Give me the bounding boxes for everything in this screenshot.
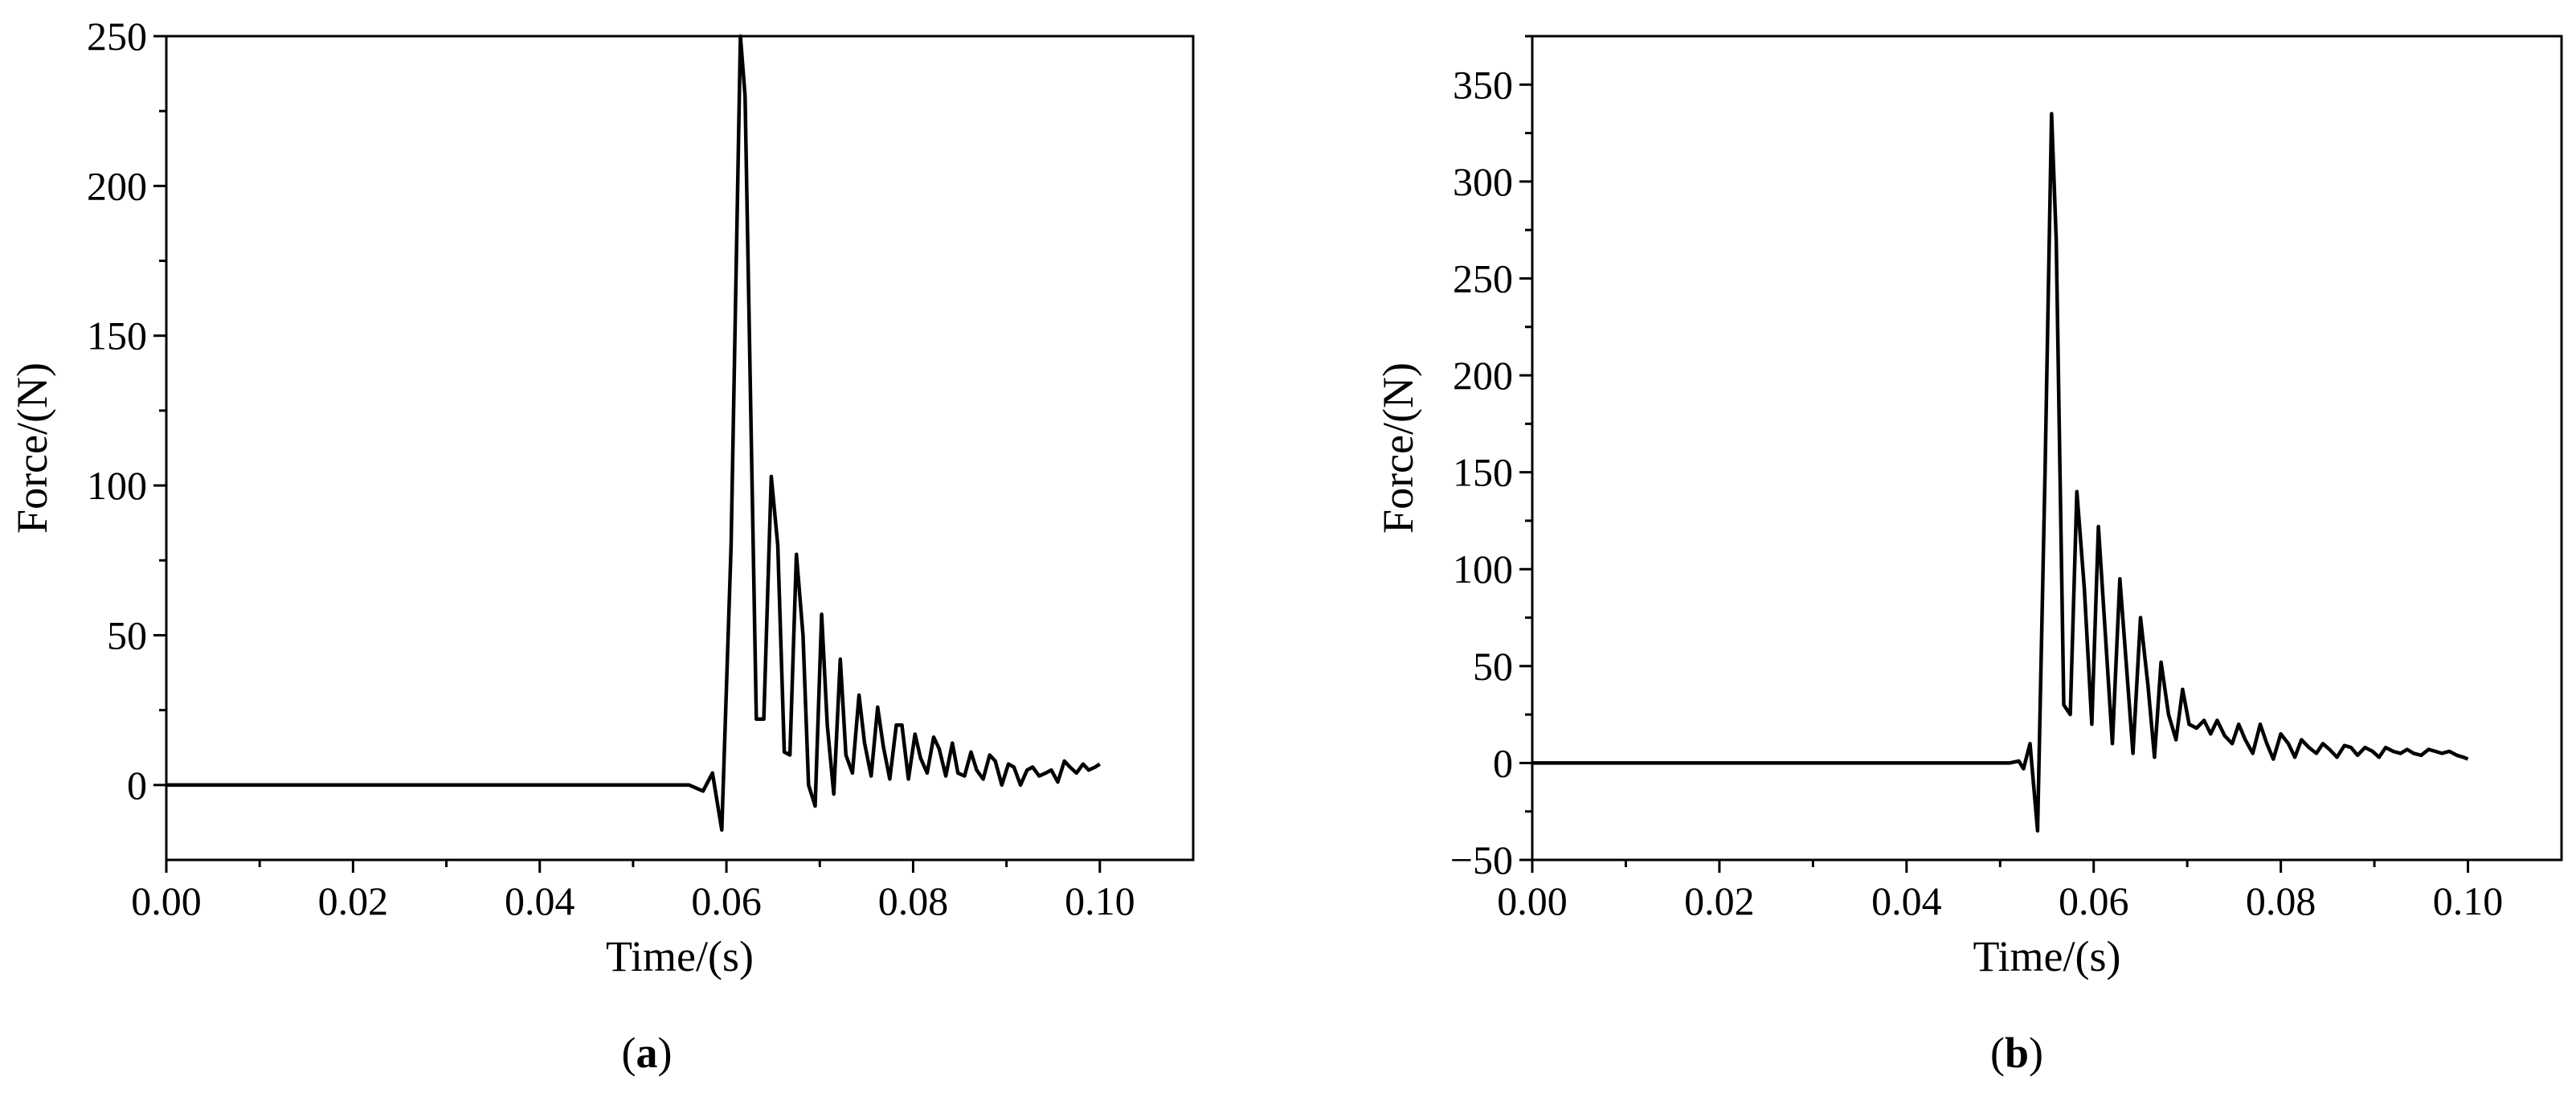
chart-a-y-tick-label: 250 <box>87 14 147 59</box>
chart-panel-b: 0.00 0.02 0.04 0.06 0.08 0.10 −50 0 50 100 150 200 2… <box>1374 35 2563 1077</box>
chart-b-plot-frame <box>1531 35 2563 862</box>
chart-a-y-tick-label: 100 <box>87 463 147 508</box>
chart-b-y-tick-label: 300 <box>1453 159 1513 204</box>
chart-b-y-tick-label: 250 <box>1453 256 1513 301</box>
chart-a-y-tick-label: 50 <box>107 612 147 657</box>
chart-b-y-tick-label: 100 <box>1453 546 1513 591</box>
chart-b-y-tick-label: 350 <box>1453 62 1513 107</box>
chart-b-x-tick-label: 0.02 <box>1684 878 1755 923</box>
chart-b-y-tick-label: 50 <box>1473 644 1513 689</box>
chart-a-panel-label: (a) <box>622 1029 673 1077</box>
chart-b-x-tick-label: 0.00 <box>1497 878 1568 923</box>
chart-a-x-tick-label: 0.10 <box>1065 878 1135 923</box>
chart-a-y-tick-label: 150 <box>87 313 147 358</box>
chart-b-y-axis-title: Force/(N) <box>1374 362 1422 534</box>
chart-b-y-tick-label: −50 <box>1450 837 1513 882</box>
chart-b-x-axis-title: Time/(s) <box>1973 932 2120 980</box>
chart-a-y-axis-title: Force/(N) <box>8 362 56 534</box>
chart-a-x-axis-title: Time/(s) <box>606 932 754 980</box>
chart-a-x-tick-label: 0.00 <box>131 878 202 923</box>
chart-panel-a: 0.00 0.02 0.04 0.06 0.08 0.10 0 50 100 150 200 250 T… <box>8 14 1195 1077</box>
chart-a-plot-frame <box>165 35 1195 862</box>
chart-a-series-line <box>166 34 1102 832</box>
chart-b-series-line <box>1532 112 2469 833</box>
chart-b-y-tick-label: 0 <box>1493 740 1513 785</box>
chart-a-y-tick-label: 200 <box>87 163 147 208</box>
chart-a-y-tick-label: 0 <box>127 763 147 808</box>
chart-b-x-tick-label: 0.06 <box>2059 878 2129 923</box>
chart-a-x-tick-label: 0.02 <box>318 878 389 923</box>
chart-a-x-tick-label: 0.04 <box>505 878 575 923</box>
chart-b-y-tick-label: 200 <box>1453 353 1513 398</box>
chart-a-x-tick-label: 0.06 <box>691 878 762 923</box>
chart-b-x-tick-label: 0.04 <box>1871 878 1942 923</box>
chart-b-y-tick-label: 150 <box>1453 450 1513 495</box>
chart-b-x-tick-label: 0.10 <box>2433 878 2504 923</box>
chart-b-panel-label: (b) <box>1990 1029 2043 1077</box>
chart-a-x-tick-label: 0.08 <box>878 878 949 923</box>
chart-b-x-tick-label: 0.08 <box>2246 878 2316 923</box>
